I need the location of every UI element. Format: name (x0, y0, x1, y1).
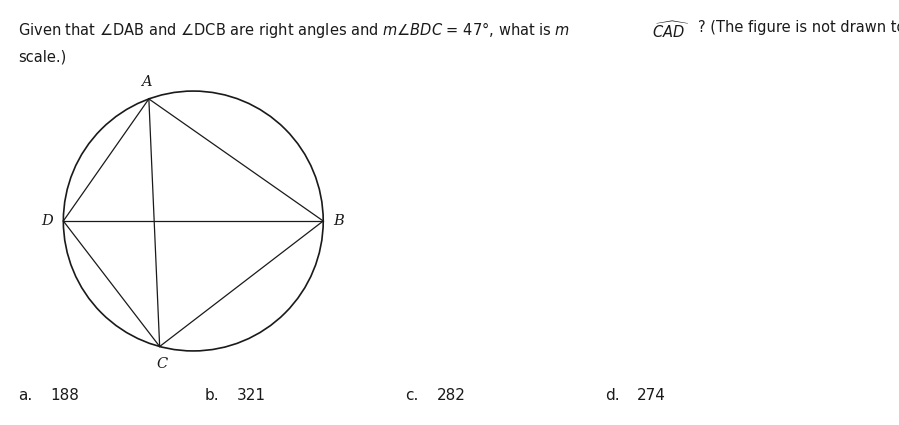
Text: c.: c. (405, 388, 418, 403)
Text: d.: d. (605, 388, 619, 403)
Text: B: B (334, 214, 344, 228)
Text: ? (The figure is not drawn to: ? (The figure is not drawn to (698, 20, 899, 35)
Text: 188: 188 (50, 388, 79, 403)
Text: A: A (141, 74, 152, 88)
Text: 274: 274 (637, 388, 666, 403)
Text: D: D (41, 214, 53, 228)
Text: Given that $\angle$DAB and $\angle$DCB are right angles and $m\angle BDC$ = 47°,: Given that $\angle$DAB and $\angle$DCB a… (18, 20, 570, 40)
Text: C: C (156, 357, 168, 371)
Text: $\widehat{CAD}$: $\widehat{CAD}$ (652, 20, 690, 41)
Text: 282: 282 (437, 388, 466, 403)
Text: a.: a. (18, 388, 32, 403)
Text: b.: b. (205, 388, 219, 403)
Text: scale.): scale.) (18, 50, 67, 65)
Text: 321: 321 (237, 388, 266, 403)
